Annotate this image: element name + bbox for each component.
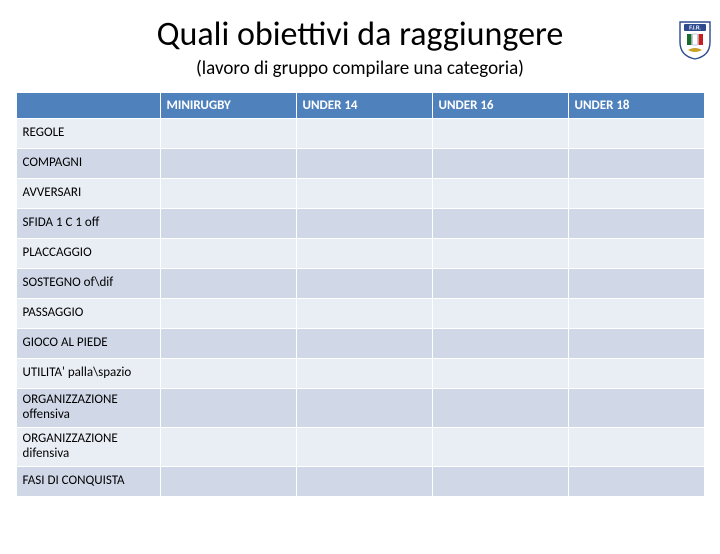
table-cell [568,466,704,496]
table-cell [296,269,432,299]
table-cell [160,269,296,299]
table-cell [568,427,704,466]
table-cell [432,427,568,466]
row-label: PLACCAGGIO [16,239,160,269]
table-cell [432,299,568,329]
table-cell [568,359,704,389]
table-row: REGOLE [16,119,704,149]
table-cell [160,209,296,239]
table-cell [568,179,704,209]
table-cell [160,466,296,496]
table-row: UTILITA' palla\spazio [16,359,704,389]
table-cell [568,299,704,329]
header-blank [16,93,160,119]
table-cell [432,389,568,428]
table-cell [568,269,704,299]
table-cell [432,179,568,209]
table-cell [160,179,296,209]
row-label: COMPAGNI [16,149,160,179]
table-cell [296,239,432,269]
table-row: AVVERSARI [16,179,704,209]
table-cell [568,389,704,428]
table-cell [160,389,296,428]
row-label: UTILITA' palla\spazio [16,359,160,389]
table-cell [160,149,296,179]
table-cell [296,466,432,496]
table-header-row: MINIRUGBY UNDER 14 UNDER 16 UNDER 18 [16,93,704,119]
table-cell [568,119,704,149]
row-label: SOSTEGNO of\dif [16,269,160,299]
table-cell [432,466,568,496]
table-cell [296,179,432,209]
page-title: Quali obiettivi da raggiungere [0,14,720,55]
table-cell [296,427,432,466]
table-cell [160,299,296,329]
table-row: ORGANIZZAZIONE offensiva [16,389,704,428]
table-cell [432,329,568,359]
table-row: PASSAGGIO [16,299,704,329]
table-cell [432,239,568,269]
col-header: UNDER 16 [432,93,568,119]
row-label: FASI DI CONQUISTA [16,466,160,496]
table-row: FASI DI CONQUISTA [16,466,704,496]
col-header: UNDER 14 [296,93,432,119]
table-cell [160,359,296,389]
table-cell [432,209,568,239]
table-row: SFIDA 1 C 1 off [16,209,704,239]
row-label: ORGANIZZAZIONE difensiva [16,427,160,466]
row-label: REGOLE [16,119,160,149]
table-cell [296,149,432,179]
table-cell [296,209,432,239]
row-label: AVVERSARI [16,179,160,209]
objectives-table: MINIRUGBY UNDER 14 UNDER 16 UNDER 18 REG… [16,92,705,497]
table-row: ORGANIZZAZIONE difensiva [16,427,704,466]
table-cell [296,329,432,359]
table-cell [568,209,704,239]
row-label: ORGANIZZAZIONE offensiva [16,389,160,428]
table-cell [160,119,296,149]
col-header: UNDER 18 [568,93,704,119]
table-cell [160,329,296,359]
table-row: PLACCAGGIO [16,239,704,269]
table-cell [160,239,296,269]
row-label: PASSAGGIO [16,299,160,329]
table-cell [568,149,704,179]
row-label: SFIDA 1 C 1 off [16,209,160,239]
table-row: COMPAGNI [16,149,704,179]
row-label: GIOCO AL PIEDE [16,329,160,359]
table-cell [296,389,432,428]
table-cell [568,239,704,269]
table-cell [432,359,568,389]
table-cell [296,119,432,149]
table-cell [432,119,568,149]
table-cell [432,269,568,299]
table-row: GIOCO AL PIEDE [16,329,704,359]
table-cell [432,149,568,179]
federation-logo: F.I.R. [678,20,712,60]
table-cell [296,359,432,389]
svg-text:F.I.R.: F.I.R. [689,26,701,32]
table-cell [568,329,704,359]
page-subtitle: (lavoro di gruppo compilare una categori… [0,57,720,80]
table-cell [160,427,296,466]
table-cell [296,299,432,329]
table-row: SOSTEGNO of\dif [16,269,704,299]
col-header: MINIRUGBY [160,93,296,119]
